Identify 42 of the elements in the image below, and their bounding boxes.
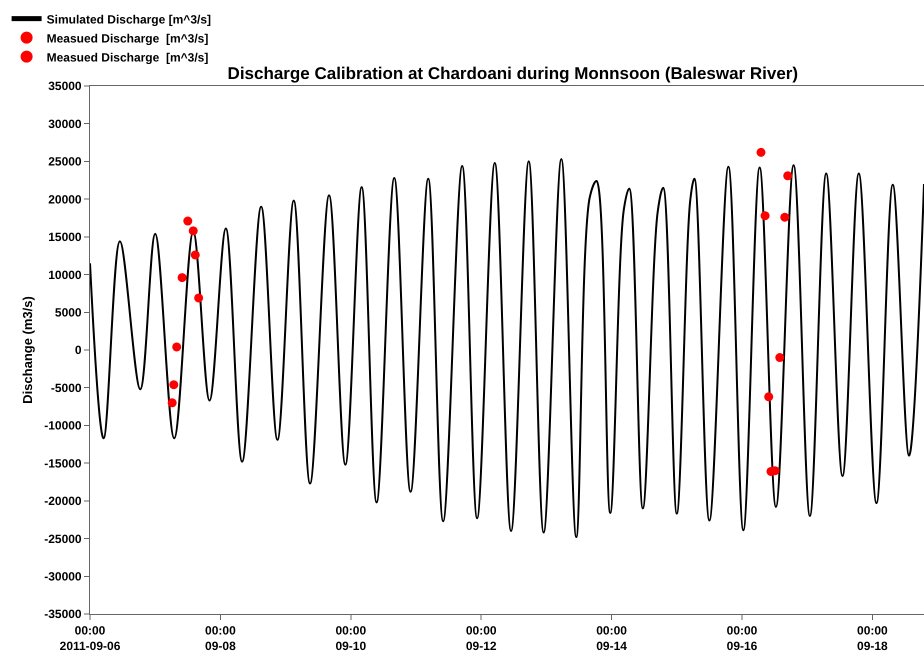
legend-label: Measued Discharge [m^3/s] xyxy=(46,50,208,64)
x-tick-label: 00:00 09-08 xyxy=(205,623,236,653)
point xyxy=(188,226,198,236)
y-tick-label: -5000 xyxy=(50,380,82,395)
point xyxy=(190,250,200,260)
y-tick-label: 20000 xyxy=(48,192,82,206)
y-tick-label: 0 xyxy=(74,343,82,358)
y-tick-label: -25000 xyxy=(44,532,82,546)
point xyxy=(172,342,182,352)
line-series xyxy=(90,158,924,538)
x-tick-label: 00:00 2011-09-06 xyxy=(60,623,121,653)
point xyxy=(775,353,784,362)
y-tick-label: -30000 xyxy=(44,569,82,584)
y-tick-label: -10000 xyxy=(44,418,82,433)
point xyxy=(780,212,790,222)
y-tick-label: -15000 xyxy=(44,456,82,470)
y-tick-label: 25000 xyxy=(48,154,82,169)
point xyxy=(178,273,187,282)
point xyxy=(194,293,204,302)
y-tick-label: 15000 xyxy=(48,230,82,244)
x-tick-label: 00:00 09-10 xyxy=(335,623,366,653)
y-axis-title: Dischange (m3/s) xyxy=(20,296,36,404)
point xyxy=(764,392,774,402)
point xyxy=(183,216,192,226)
point xyxy=(169,380,178,390)
point xyxy=(760,211,770,220)
point xyxy=(783,171,792,180)
x-tick-label: 00:00 09-18 xyxy=(857,623,888,653)
x-tick-label: 00:00 09-12 xyxy=(466,623,497,653)
point xyxy=(168,398,177,408)
x-tick-label: 00:00 09-14 xyxy=(596,623,628,653)
y-tick-label: -35000 xyxy=(44,607,82,622)
y-tick-label: 35000 xyxy=(48,79,82,94)
y-tick-label: 10000 xyxy=(48,268,82,282)
y-tick-label: 5000 xyxy=(54,305,82,320)
legend-label: Measued Discharge [m^3/s] xyxy=(46,31,208,46)
legend-label: Simulated Discharge [m^3/s] xyxy=(46,12,211,26)
chart-title: Discharge Calibration at Chardoani during Monnsoon (Baleswar River) xyxy=(228,64,798,83)
y-tick-label: 30000 xyxy=(48,116,82,131)
x-tick-label: 00:00 09-16 xyxy=(726,623,758,653)
y-tick-label: -20000 xyxy=(44,494,82,508)
point xyxy=(756,148,766,157)
